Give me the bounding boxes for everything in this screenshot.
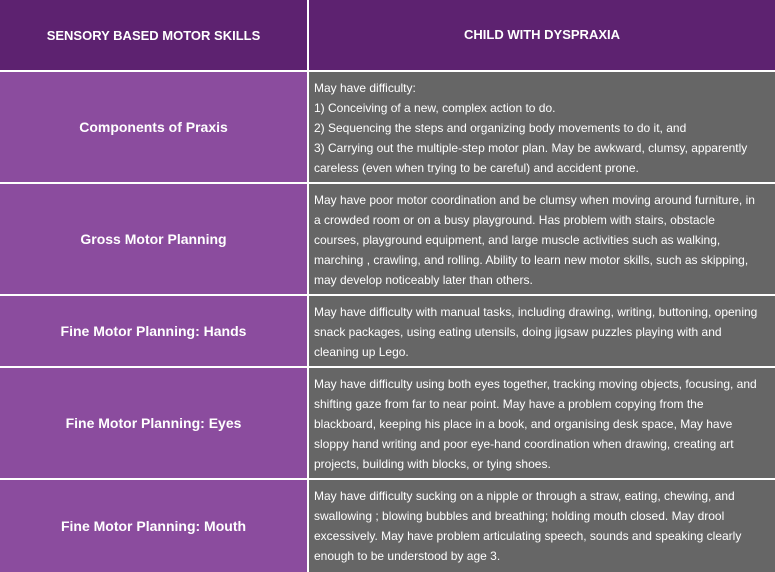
description-line: marching , crawling, and rolling. Abilit… — [314, 253, 749, 267]
header-child-with-dyspraxia: CHILD WITH DYSPRAXIA — [309, 0, 775, 70]
skill-cell: Fine Motor Planning: Eyes — [0, 368, 307, 478]
description-cell: May have difficulty with manual tasks, i… — [309, 296, 775, 366]
description-cell: May have difficulty: 1) Conceiving of a n… — [309, 72, 775, 182]
description-line: a crowded room or on a busy playground. … — [314, 213, 715, 227]
header-sensory-based-motor-skills: SENSORY BASED MOTOR SKILLS — [0, 0, 307, 70]
description-line: enough to be understood by age 3. — [314, 549, 501, 563]
table-row: Components of Praxis May have difficulty:… — [0, 72, 775, 182]
description-line: May have poor motor coordination and be … — [314, 193, 755, 207]
description-line: swallowing ; blowing bubbles and breathi… — [314, 509, 725, 523]
description-line: shifting gaze from far to near point. Ma… — [314, 397, 704, 411]
description-line: may develop noticeably later than others… — [314, 273, 533, 287]
description-line: May have difficulty with manual tasks, i… — [314, 305, 758, 319]
description-line: projects, building with blocks, or tying… — [314, 457, 551, 471]
description-line: excessively. May have problem articulati… — [314, 529, 742, 543]
skill-cell: Fine Motor Planning: Mouth — [0, 480, 307, 572]
table-row: Fine Motor Planning: Hands May have diffi… — [0, 296, 775, 366]
skill-cell: Fine Motor Planning: Hands — [0, 296, 307, 366]
table-row: Gross Motor Planning May have poor motor … — [0, 184, 775, 294]
skill-cell: Gross Motor Planning — [0, 184, 307, 294]
description-line: May have difficulty: — [314, 81, 416, 95]
description-line: careless (even when trying to be careful… — [314, 161, 639, 175]
skill-cell: Components of Praxis — [0, 72, 307, 182]
description-line: cleaning up Lego. — [314, 345, 409, 359]
description-cell: May have difficulty sucking on a nipple … — [309, 480, 775, 572]
description-cell: May have poor motor coordination and be … — [309, 184, 775, 294]
description-line: courses, playground equipment, and large… — [314, 233, 721, 247]
description-line: blackboard, keeping his place in a book,… — [314, 417, 733, 431]
description-line: May have difficulty using both eyes toge… — [314, 377, 757, 391]
table-row: Fine Motor Planning: Eyes May have diffic… — [0, 368, 775, 478]
description-line: 2) Sequencing the steps and organizing b… — [314, 121, 687, 135]
description-line: snack packages, using eating utensils, d… — [314, 325, 722, 339]
description-cell: May have difficulty using both eyes toge… — [309, 368, 775, 478]
table-row: Fine Motor Planning: Mouth May have diffi… — [0, 480, 775, 572]
table-header-row: SENSORY BASED MOTOR SKILLS CHILD WITH DY… — [0, 0, 775, 70]
description-line: May have difficulty sucking on a nipple … — [314, 489, 735, 503]
description-line: sloppy hand writing and poor eye-hand co… — [314, 437, 734, 451]
description-line: 1) Conceiving of a new, complex action t… — [314, 101, 556, 115]
description-line: 3) Carrying out the multiple-step motor … — [314, 141, 748, 155]
